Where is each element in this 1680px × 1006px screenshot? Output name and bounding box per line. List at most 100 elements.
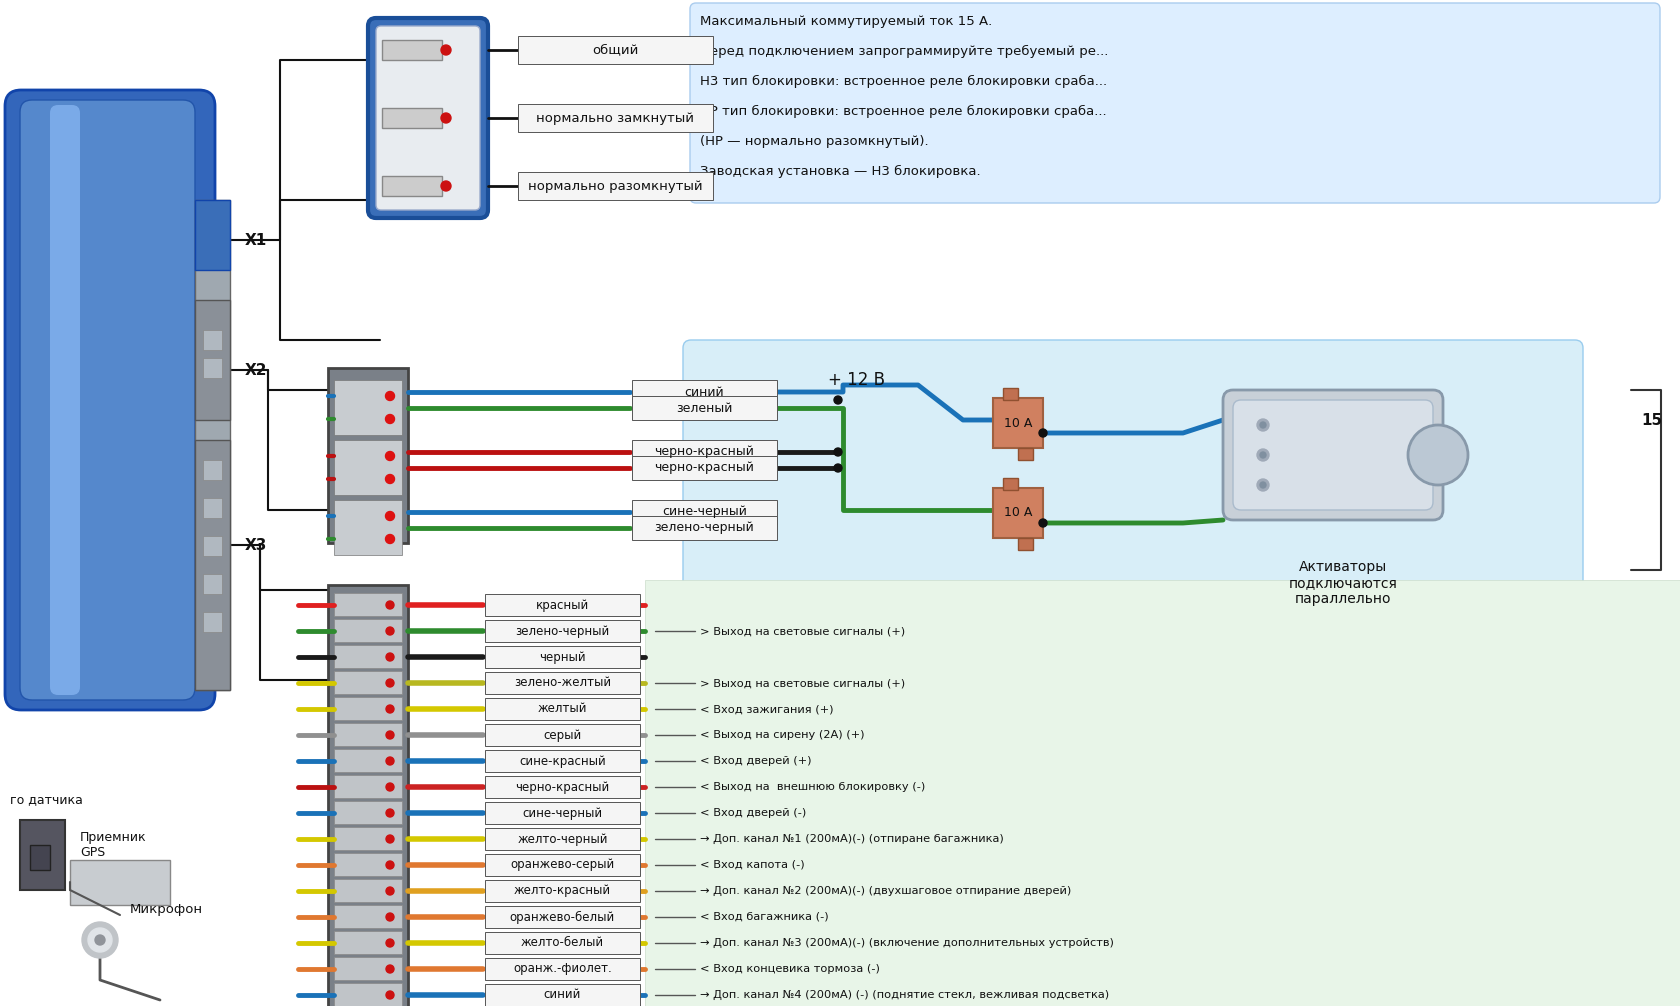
Circle shape: [386, 653, 393, 661]
Bar: [334, 879, 402, 902]
Text: Н3 тип блокировки: встроенное реле блокировки сраба...: Н3 тип блокировки: встроенное реле блоки…: [699, 74, 1107, 88]
Bar: [632, 380, 776, 404]
Bar: [486, 906, 640, 928]
Text: желто-красный: желто-красный: [514, 884, 612, 897]
Text: < Выход на сирену (2А) (+): < Выход на сирену (2А) (+): [699, 730, 864, 740]
Circle shape: [385, 452, 395, 461]
Text: оранжево-серый: оранжево-серый: [511, 858, 615, 871]
Bar: [334, 983, 402, 1006]
Circle shape: [1038, 519, 1047, 527]
Text: < Вход дверей (+): < Вход дверей (+): [699, 756, 811, 766]
Bar: [1018, 538, 1033, 550]
Bar: [334, 380, 402, 435]
Text: + 12 В: + 12 В: [828, 371, 884, 389]
Text: синий: синий: [684, 385, 724, 398]
Circle shape: [440, 45, 450, 55]
Text: < Вход дверей (-): < Вход дверей (-): [699, 808, 806, 818]
Circle shape: [386, 809, 393, 817]
FancyBboxPatch shape: [368, 18, 487, 218]
Text: го датчика: го датчика: [10, 794, 82, 807]
Circle shape: [1257, 420, 1268, 431]
Circle shape: [386, 887, 393, 895]
Bar: [486, 698, 640, 720]
Circle shape: [1260, 482, 1265, 488]
Bar: [632, 456, 776, 480]
Bar: [334, 619, 402, 642]
FancyBboxPatch shape: [5, 90, 215, 710]
Bar: [195, 200, 230, 690]
Bar: [203, 358, 222, 378]
Text: зелено-желтый: зелено-желтый: [514, 676, 612, 689]
Bar: [334, 905, 402, 928]
Bar: [486, 932, 640, 954]
Bar: [486, 776, 640, 798]
Bar: [334, 775, 402, 798]
Bar: [203, 330, 222, 350]
Text: Максимальный коммутируемый ток 15 А.: Максимальный коммутируемый ток 15 А.: [699, 14, 991, 27]
Bar: [328, 585, 408, 1006]
Bar: [30, 845, 50, 870]
Circle shape: [386, 835, 393, 843]
Text: < Вход багажника (-): < Вход багажника (-): [699, 912, 828, 923]
Bar: [334, 593, 402, 616]
Text: оранж.-фиолет.: оранж.-фиолет.: [512, 963, 612, 976]
Circle shape: [386, 627, 393, 635]
Text: Приемник
GPS: Приемник GPS: [81, 831, 146, 859]
Circle shape: [386, 965, 393, 973]
Text: Активаторы
подключаются
параллельно: Активаторы подключаются параллельно: [1289, 560, 1396, 607]
Text: синий: синий: [544, 989, 581, 1002]
Bar: [1018, 448, 1033, 460]
Text: сине-черный: сине-черный: [662, 505, 746, 518]
Circle shape: [1260, 452, 1265, 458]
Circle shape: [386, 757, 393, 765]
Text: < Вход концевика тормоза (-): < Вход концевика тормоза (-): [699, 964, 879, 974]
Text: → Доп. канал №3 (200мА)(-) (включение дополнительных устройств): → Доп. канал №3 (200мА)(-) (включение до…: [699, 938, 1114, 948]
Bar: [486, 828, 640, 850]
Text: Перед подключением запрограммируйте требуемый ре...: Перед подключением запрограммируйте треб…: [699, 44, 1107, 57]
Text: Микрофон: Микрофон: [129, 903, 203, 916]
Circle shape: [386, 939, 393, 947]
Circle shape: [386, 861, 393, 869]
Bar: [71, 860, 170, 905]
Bar: [632, 500, 776, 524]
Circle shape: [386, 991, 393, 999]
Text: > Выход на световые сигналы (+): > Выход на световые сигналы (+): [699, 626, 904, 636]
Text: → Доп. канал №4 (200мА) (-) (поднятие стекл, вежливая подсветка): → Доп. канал №4 (200мА) (-) (поднятие ст…: [699, 990, 1109, 1000]
Circle shape: [1260, 422, 1265, 428]
Circle shape: [385, 414, 395, 424]
Bar: [517, 36, 712, 64]
Text: общий: общий: [591, 43, 638, 56]
Text: 10 А: 10 А: [1003, 506, 1032, 519]
Bar: [203, 498, 222, 518]
Text: < Вход капота (-): < Вход капота (-): [699, 860, 805, 870]
Bar: [486, 958, 640, 980]
Bar: [1003, 388, 1018, 400]
Bar: [334, 931, 402, 954]
Bar: [486, 750, 640, 772]
Text: НР тип блокировки: встроенное реле блокировки сраба...: НР тип блокировки: встроенное реле блоки…: [699, 105, 1105, 118]
Text: нормально замкнутый: нормально замкнутый: [536, 112, 694, 125]
Bar: [486, 672, 640, 694]
Circle shape: [1408, 425, 1467, 485]
FancyBboxPatch shape: [1231, 400, 1431, 510]
Bar: [334, 440, 402, 495]
Text: Заводская установка — Н3 блокировка.: Заводская установка — Н3 блокировка.: [699, 164, 979, 177]
Bar: [20, 820, 66, 890]
Circle shape: [833, 464, 842, 472]
Bar: [1003, 478, 1018, 490]
Bar: [195, 440, 230, 690]
Circle shape: [87, 928, 113, 952]
Bar: [645, 580, 1680, 1006]
Circle shape: [386, 913, 393, 921]
Bar: [328, 368, 408, 543]
Circle shape: [1038, 429, 1047, 437]
Text: < Выход на  внешнюю блокировку (-): < Выход на внешнюю блокировку (-): [699, 782, 924, 792]
Bar: [486, 802, 640, 824]
Text: > Выход на световые сигналы (+): > Выход на световые сигналы (+): [699, 678, 904, 688]
Text: зелено-черный: зелено-черный: [654, 521, 754, 534]
Circle shape: [385, 475, 395, 484]
Bar: [486, 724, 640, 746]
FancyBboxPatch shape: [689, 3, 1660, 203]
Bar: [993, 488, 1042, 538]
Text: серый: серый: [543, 728, 581, 741]
